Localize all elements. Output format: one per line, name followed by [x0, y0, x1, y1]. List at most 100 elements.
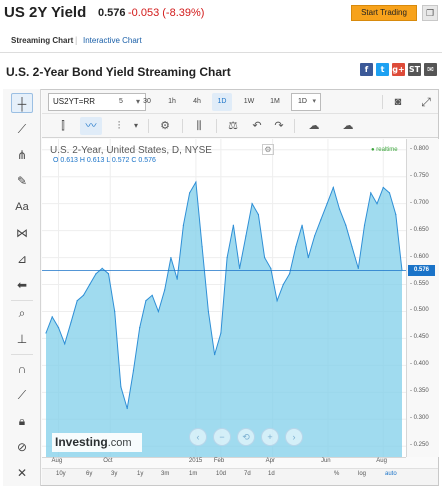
scale-log[interactable]: log [358, 471, 367, 477]
interval-select[interactable]: 1D ▾ [291, 93, 321, 111]
series-point [245, 235, 247, 237]
googleplus-icon[interactable]: g+ [392, 63, 405, 76]
text-tool-icon[interactable]: Aa [15, 201, 29, 213]
zoom-out-icon[interactable]: − [213, 428, 231, 446]
lock-icon[interactable]: 🔒︎ [18, 414, 26, 428]
series-point [89, 283, 91, 286]
price-tick-label: - 0.550 [410, 280, 429, 287]
measure-icon[interactable]: ⊥ [16, 332, 28, 346]
undo-icon[interactable]: ↶ [252, 120, 262, 132]
remove-drawings-icon[interactable]: ✕ [16, 466, 28, 480]
reset-zoom-icon[interactable]: ⟲ [237, 428, 255, 446]
bars-icon[interactable]: ⫶ [117, 120, 121, 132]
scale-percent[interactable]: % [334, 471, 340, 477]
tab-streaming-chart[interactable]: Streaming Chart [11, 36, 74, 45]
interval-1w[interactable]: 1W [243, 98, 255, 105]
range-1y[interactable]: 1y [137, 471, 144, 477]
compare-icon[interactable]: ⚖ [228, 120, 238, 132]
price-axis[interactable] [406, 139, 439, 457]
series-point [95, 273, 97, 275]
toolbar-divider [294, 119, 295, 133]
start-trading-button[interactable]: Start Trading [351, 5, 417, 21]
range-3m[interactable]: 3m [161, 471, 170, 477]
redo-icon[interactable]: ↷ [274, 120, 284, 132]
series-point [401, 269, 403, 272]
interval-30[interactable]: 30 [143, 98, 151, 105]
gear-icon[interactable]: ⚙ [160, 120, 170, 132]
range-6y[interactable]: 6y [86, 471, 93, 477]
cloud-upload-icon[interactable]: ☁ [342, 120, 354, 132]
price-tick-label: - 0.500 [410, 307, 429, 314]
range-7d[interactable]: 7d [244, 471, 251, 477]
series-point [351, 246, 353, 248]
series-point [320, 219, 322, 221]
series-area [46, 182, 402, 457]
magnet-icon[interactable]: ∩ [17, 362, 27, 376]
range-3y[interactable]: 3y [111, 471, 118, 477]
camera-icon[interactable]: ◙ [394, 96, 402, 108]
scroll-left-icon[interactable]: ‹ [189, 428, 207, 446]
series-line [45, 180, 403, 409]
hide-icon[interactable]: ⊘ [16, 440, 28, 454]
trendline-icon[interactable]: ⟋ [17, 122, 27, 136]
investing-logo: Investing.com [52, 433, 142, 452]
tab-interactive-chart[interactable]: Interactive Chart [83, 36, 142, 45]
cloud-download-icon[interactable]: ☁ [308, 120, 320, 132]
toolbar-divider [182, 119, 183, 133]
series-point [276, 300, 278, 302]
series-point [251, 203, 253, 205]
brush-icon[interactable]: ✎ [16, 174, 28, 188]
interval-1m[interactable]: 1M [270, 98, 280, 105]
page-title: U.S. 2-Year Bond Yield Streaming Chart [6, 65, 231, 79]
last-price: 0.576 [98, 7, 126, 19]
interval-1h[interactable]: 1h [168, 98, 176, 105]
copy-icon[interactable]: ❐ [422, 5, 438, 21]
range-bar [42, 468, 438, 485]
zoom-icon[interactable]: ⌕ [18, 306, 26, 320]
stay-in-draw-icon[interactable]: ⟋ [17, 388, 27, 402]
series-point [307, 256, 309, 259]
facebook-icon[interactable]: f [360, 63, 373, 76]
realtime-label: realtime [376, 147, 398, 153]
pitchfork-icon[interactable]: ⋔ [16, 148, 28, 162]
series-point [220, 332, 222, 334]
range-10d[interactable]: 10d [216, 471, 227, 477]
fib-icon[interactable]: ⊿ [16, 252, 28, 266]
scroll-right-icon[interactable]: › [285, 428, 303, 446]
series-point [76, 300, 78, 302]
series-point [301, 224, 303, 226]
candles-icon[interactable]: ⫿ [61, 120, 65, 132]
price-tick-label: - 0.750 [410, 172, 429, 179]
logo-brand: Investing [55, 435, 108, 449]
series-point [170, 256, 172, 259]
series-point [132, 370, 135, 372]
indicators-icon[interactable]: ⫼ [196, 120, 202, 132]
interval-4h[interactable]: 4h [193, 98, 201, 105]
time-axis[interactable] [42, 457, 406, 468]
range-1m[interactable]: 1m [189, 471, 198, 477]
gear-icon[interactable]: ⚙ [262, 144, 274, 155]
chevron-down-icon[interactable]: ▾ [133, 121, 138, 130]
stocktwits-icon[interactable]: ST [408, 63, 421, 76]
twitter-icon[interactable]: t [376, 63, 389, 76]
chart-plot-area[interactable] [42, 139, 406, 457]
interval-1d[interactable]: 1D [212, 93, 232, 111]
range-1d[interactable]: 1d [268, 471, 275, 477]
series-point [326, 203, 328, 205]
time-tick-label: Jun [320, 458, 331, 464]
chart-tabs: Streaming Chart | Interactive Chart [0, 33, 442, 53]
email-icon[interactable]: ✉ [424, 63, 437, 76]
zoom-in-icon[interactable]: + [261, 428, 279, 446]
crosshair-icon[interactable]: ┼ [11, 93, 33, 113]
time-tick-label: 2015 [188, 458, 203, 464]
range-10y[interactable]: 10y [56, 471, 66, 477]
series-point [376, 203, 378, 205]
interval-5[interactable]: 5 [119, 98, 123, 105]
fullscreen-icon[interactable]: ⤢ [421, 95, 431, 109]
series-point [338, 208, 341, 210]
pattern-icon[interactable]: ⋈ [16, 226, 28, 240]
scale-auto[interactable]: auto [385, 471, 397, 477]
line-chart-icon[interactable]: 〰 [80, 117, 102, 135]
arrow-left-icon[interactable]: ⬅ [16, 278, 28, 292]
symbol-search-input[interactable]: US2YT=RR ▾ [48, 93, 146, 111]
